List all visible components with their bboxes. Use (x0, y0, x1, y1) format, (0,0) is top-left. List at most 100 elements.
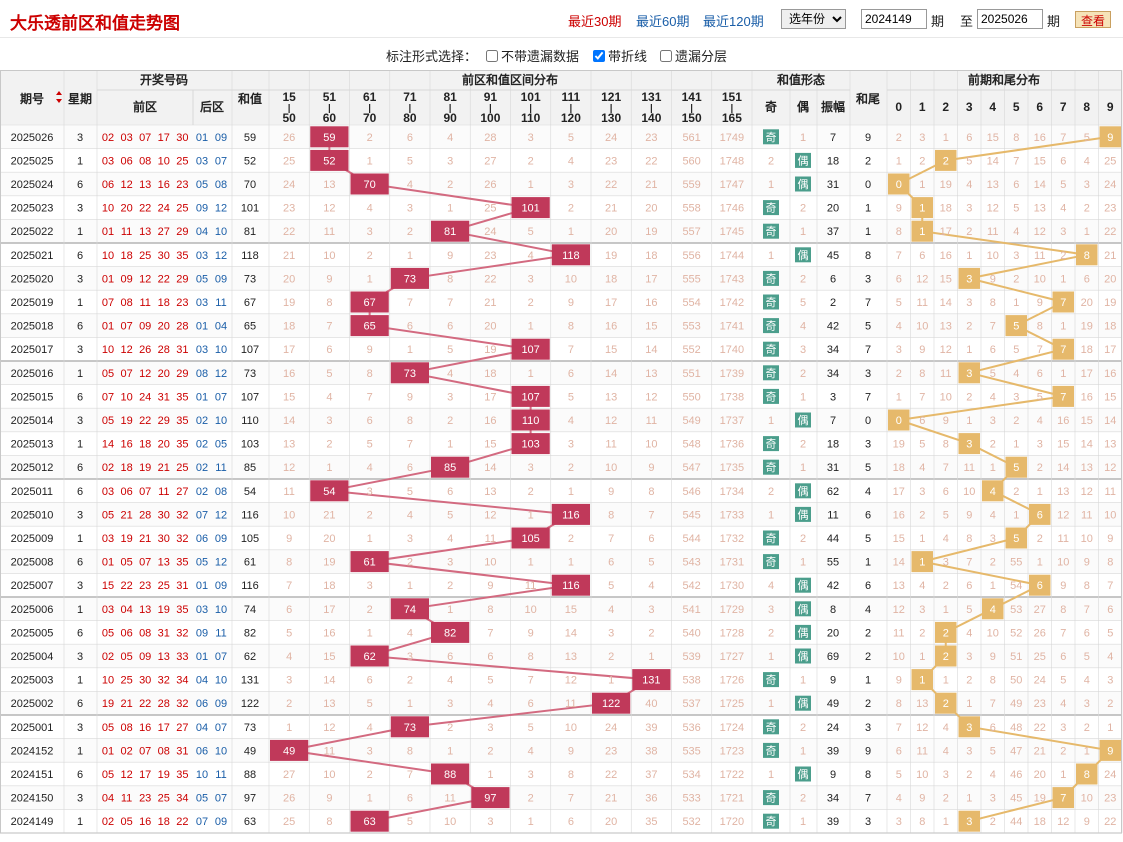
sum-cell: 82 (244, 627, 256, 639)
front-number: 06 (120, 627, 132, 639)
row-background (0, 809, 1122, 833)
tail-miss: 2 (1084, 722, 1090, 734)
tail-miss: 19 (1034, 793, 1046, 805)
back-number: 09 (196, 627, 208, 639)
tail-miss: 13 (1057, 486, 1069, 498)
sum-marker (551, 244, 590, 266)
tail-digit-label: 3 (966, 100, 973, 114)
period-cell: 2025012 (11, 462, 54, 474)
miss-value: 1731 (720, 557, 744, 569)
miss-value: 6 (407, 462, 413, 474)
miss-value: 7 (367, 391, 373, 403)
miss-value: 4 (487, 698, 493, 710)
period-cell: 2025005 (11, 627, 54, 639)
row-background (0, 337, 1122, 361)
tail-miss: 6 (1084, 627, 1090, 639)
front-number: 27 (176, 722, 188, 734)
range-high-label: 70 (363, 111, 377, 125)
tail-miss: 1 (1037, 557, 1043, 569)
no-miss-option[interactable]: 不带遗漏数据 (486, 46, 579, 65)
tail-miss: 9 (1060, 580, 1066, 592)
miss-value: 1 (568, 486, 574, 498)
tail-miss: 5 (1084, 651, 1090, 663)
no-miss-checkbox[interactable] (486, 49, 498, 62)
back-number: 04 (196, 675, 208, 687)
tail-miss: 1 (919, 179, 925, 191)
row-background (0, 290, 1122, 314)
front-number: 30 (139, 675, 151, 687)
miss-value: 2 (407, 557, 413, 569)
miss-value: 1 (367, 273, 373, 285)
tail-miss: 3 (919, 604, 925, 616)
miss-value: 21 (484, 297, 496, 309)
miss-value: 13 (484, 486, 496, 498)
period-cell: 2025006 (11, 604, 54, 616)
polyline-checkbox[interactable] (593, 49, 605, 62)
view-button[interactable]: 查看 (1075, 11, 1111, 28)
even-miss: 2 (800, 368, 806, 380)
sum-marker-label: 118 (562, 250, 580, 262)
tail-miss: 13 (1034, 203, 1046, 215)
recent-30-link[interactable]: 最近30期 (568, 14, 622, 29)
sum-marker-label: 73 (404, 722, 416, 734)
even-badge-label: 偶 (798, 603, 809, 616)
week-cell: 3 (77, 793, 83, 805)
tail-miss: 1 (919, 533, 925, 545)
tail-miss: 21 (1034, 745, 1046, 757)
tail-miss: 23 (1034, 698, 1046, 710)
tail-miss: 15 (1081, 415, 1093, 427)
tail-miss: 14 (1057, 462, 1069, 474)
from-period-input[interactable] (861, 9, 927, 29)
front-number: 02 (102, 132, 114, 144)
polyline-option[interactable]: 带折线 (593, 46, 647, 65)
year-select[interactable]: 选年份 (781, 9, 846, 29)
row-background (0, 148, 1122, 173)
miss-value: 1747 (720, 179, 744, 191)
sum-marker-label: 131 (642, 675, 660, 687)
range-high-label: 120 (561, 111, 581, 125)
miss-value: 10 (565, 722, 577, 734)
miss-value: 15 (283, 391, 295, 403)
miss-value: 537 (682, 698, 700, 710)
tail-marker-label: 3 (966, 368, 972, 380)
front-number: 05 (102, 722, 114, 734)
miss-value: 21 (283, 250, 295, 262)
front-number: 20 (158, 368, 170, 380)
tail-miss: 8 (919, 816, 925, 828)
period-cell: 2025002 (11, 698, 54, 710)
tail-miss: 6 (1037, 368, 1043, 380)
miss-value: 15 (565, 604, 577, 616)
tail-miss: 24 (1034, 675, 1046, 687)
miss-layer-option[interactable]: 遗漏分层 (660, 46, 727, 65)
range-high-label: 80 (403, 111, 417, 125)
miss-value: 7 (407, 769, 413, 781)
sum-marker (511, 197, 550, 219)
miss-value: 555 (682, 273, 700, 285)
miss-value: 3 (286, 675, 292, 687)
amplitude-cell: 24 (827, 722, 839, 734)
tail-miss: 2 (896, 368, 902, 380)
recent-120-link[interactable]: 最近120期 (703, 14, 764, 29)
to-period-input[interactable] (977, 9, 1043, 29)
miss-value: 15 (645, 321, 657, 333)
back-number: 10 (215, 344, 227, 356)
tail-miss: 45 (1010, 793, 1022, 805)
miss-layer-checkbox[interactable] (660, 49, 672, 62)
recent-60-link[interactable]: 最近60期 (636, 14, 690, 29)
tail-miss: 14 (1081, 439, 1093, 451)
odd-badge-label: 奇 (766, 296, 777, 309)
miss-value: 12 (484, 509, 496, 521)
sum-marker-label: 101 (521, 203, 539, 215)
miss-value: 1 (447, 745, 453, 757)
miss-value: 1 (286, 722, 292, 734)
odd-badge (763, 294, 779, 310)
even-miss: 2 (800, 793, 806, 805)
miss-value: 1 (528, 509, 534, 521)
tail-miss: 20 (1104, 273, 1116, 285)
miss-value: 13 (605, 391, 617, 403)
tail-miss: 2 (1060, 745, 1066, 757)
miss-value: 7 (286, 580, 292, 592)
tail-miss: 3 (896, 816, 902, 828)
tail-miss: 10 (916, 769, 928, 781)
front-number: 29 (176, 226, 188, 238)
